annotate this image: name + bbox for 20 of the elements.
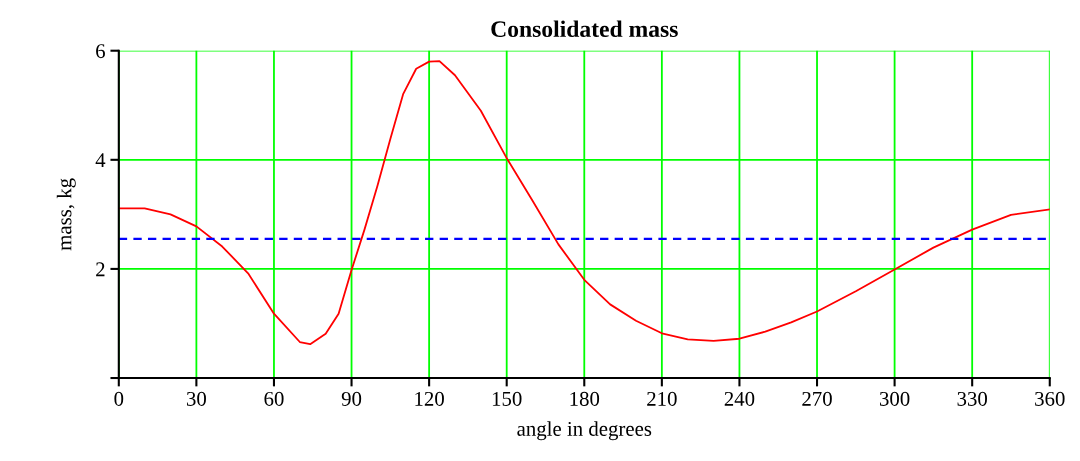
x-tick-label: 270 xyxy=(802,391,832,406)
x-tick-label: 240 xyxy=(724,391,755,406)
x-tick-label: 180 xyxy=(570,391,600,406)
x-tick-label: 90 xyxy=(341,391,362,406)
chart-title: Consolidated mass xyxy=(491,20,678,38)
x-tick-label: 60 xyxy=(264,391,284,406)
x-tick-label: 360 xyxy=(1035,391,1065,406)
x-tick-label: 30 xyxy=(186,391,206,406)
x-tick-label: 330 xyxy=(957,391,988,406)
y-tick-label: 2 xyxy=(96,262,105,277)
y-tick-label: 4 xyxy=(95,153,106,168)
x-tick-label: 120 xyxy=(415,391,444,406)
x-axis-title: angle in degrees xyxy=(517,421,652,441)
y-tick-label: 6 xyxy=(96,44,105,59)
line-series xyxy=(118,60,1050,346)
x-tick-label: 300 xyxy=(879,391,910,406)
x-tick-label: 0 xyxy=(114,391,124,406)
y-axis-title: mass, kg xyxy=(56,178,76,251)
x-tick-label: 210 xyxy=(647,391,677,406)
x-tick-label: 150 xyxy=(492,391,522,406)
